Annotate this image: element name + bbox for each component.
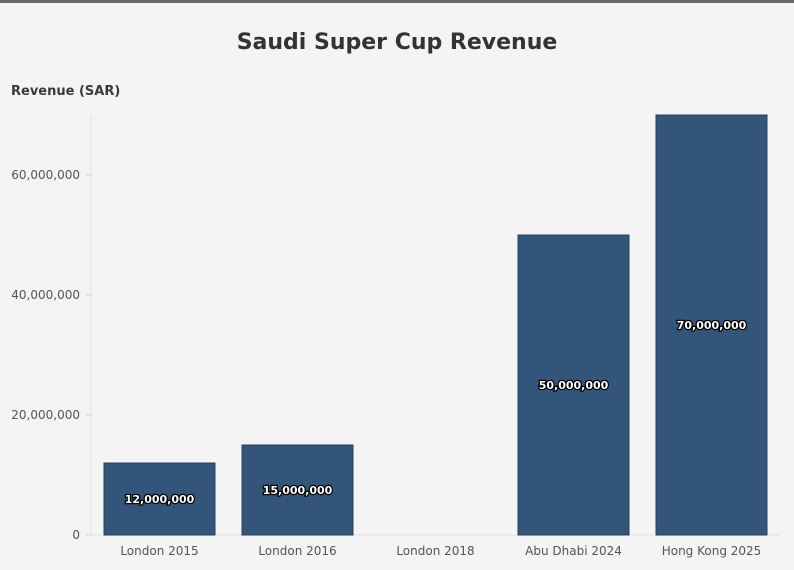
bar	[241, 444, 354, 536]
bar	[655, 114, 768, 536]
y-axis-title: Revenue (SAR)	[11, 84, 121, 99]
data-label: 15,000,000	[263, 484, 333, 497]
x-tick-label: London 2016	[258, 544, 336, 558]
y-tick-label: 40,000,000	[11, 288, 80, 302]
bar	[103, 462, 216, 536]
y-tick-label: 60,000,000	[11, 168, 80, 182]
y-axis-ticks: 0 20,000,000 40,000,000 60,000,000	[11, 168, 91, 542]
y-tick-label: 20,000,000	[11, 408, 80, 422]
bars	[103, 114, 768, 536]
y-tick-label: 0	[72, 528, 80, 542]
data-label: 12,000,000	[125, 493, 195, 506]
x-tick-label: Abu Dhabi 2024	[525, 544, 622, 558]
data-labels: 12,000,000 15,000,000 50,000,000 70,000,000	[123, 318, 747, 508]
x-tick-label: London 2018	[396, 544, 474, 558]
x-tick-label: Hong Kong 2025	[662, 544, 762, 558]
top-border	[0, 0, 794, 3]
chart-title: Saudi Super Cup Revenue	[236, 30, 558, 55]
x-tick-label: London 2015	[120, 544, 198, 558]
x-axis-labels: London 2015 London 2016 London 2018 Abu Dha…	[120, 544, 761, 558]
data-label: 50,000,000	[539, 379, 609, 392]
bar	[517, 234, 630, 536]
data-label: 70,000,000	[677, 319, 747, 332]
